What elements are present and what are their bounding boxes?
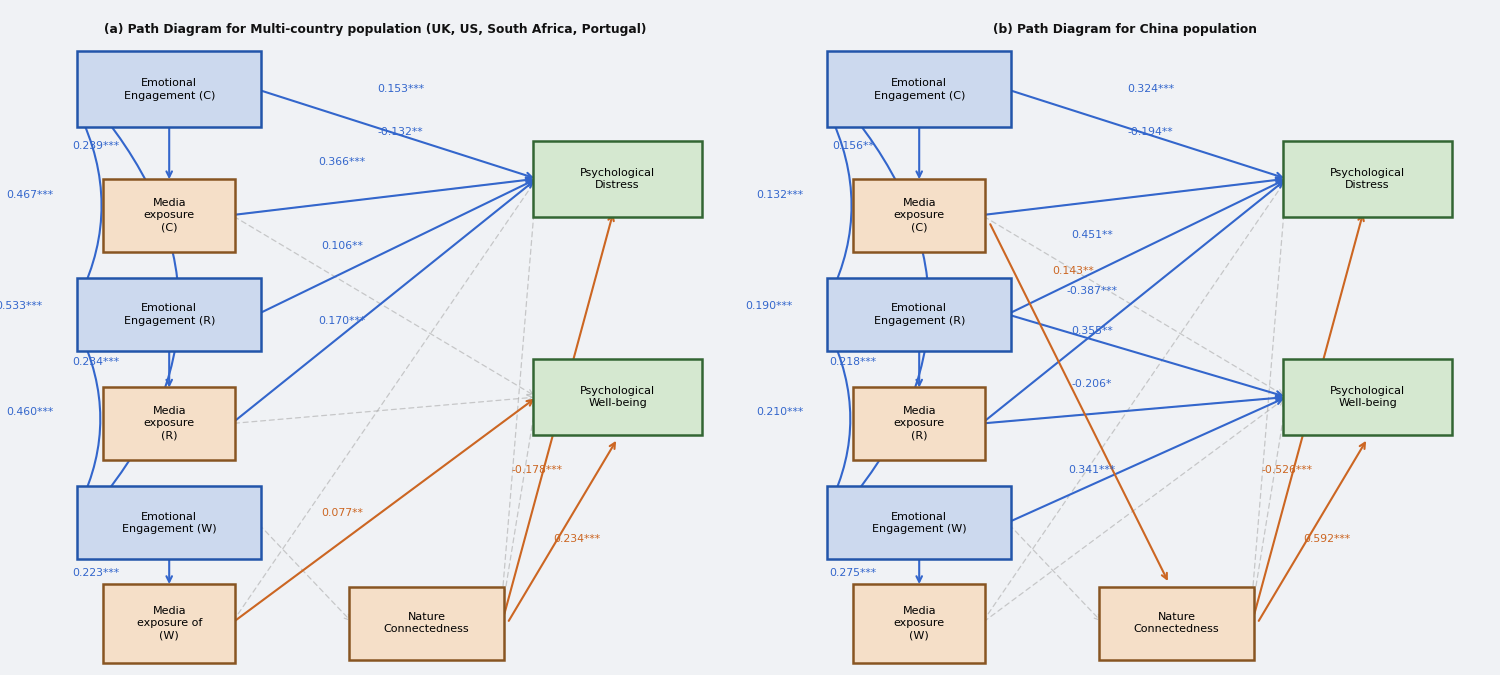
FancyBboxPatch shape	[1100, 587, 1254, 659]
Text: Media
exposure of
(W): Media exposure of (W)	[136, 606, 202, 641]
Text: 0.077**: 0.077**	[321, 508, 363, 518]
Text: Psychological
Well-being: Psychological Well-being	[1330, 386, 1406, 408]
FancyBboxPatch shape	[78, 51, 261, 128]
FancyBboxPatch shape	[853, 584, 986, 663]
Text: -0.206*: -0.206*	[1071, 379, 1112, 389]
Text: 0.210***: 0.210***	[756, 407, 802, 417]
Text: 0.153***: 0.153***	[376, 84, 424, 95]
FancyBboxPatch shape	[104, 584, 236, 663]
Text: -0.526***: -0.526***	[1262, 465, 1312, 475]
Text: Psychological
Well-being: Psychological Well-being	[580, 386, 656, 408]
Text: -0.194**: -0.194**	[1128, 128, 1173, 138]
FancyBboxPatch shape	[532, 140, 702, 217]
Text: Emotional
Engagement (W): Emotional Engagement (W)	[122, 512, 216, 534]
Text: 0.143**: 0.143**	[1053, 267, 1095, 276]
FancyBboxPatch shape	[350, 587, 504, 659]
Text: Psychological
Distress: Psychological Distress	[580, 167, 656, 190]
Text: 0.451**: 0.451**	[1071, 230, 1113, 240]
FancyBboxPatch shape	[78, 487, 261, 559]
FancyBboxPatch shape	[104, 179, 236, 252]
Text: 0.366***: 0.366***	[318, 157, 366, 167]
Text: 0.324***: 0.324***	[1126, 84, 1174, 95]
Text: 0.132***: 0.132***	[756, 190, 802, 200]
Text: 0.234***: 0.234***	[554, 534, 600, 544]
Text: -0.387***: -0.387***	[1066, 286, 1118, 296]
Text: 0.533***: 0.533***	[0, 301, 42, 311]
Text: Media
exposure
(C): Media exposure (C)	[144, 198, 195, 232]
FancyBboxPatch shape	[104, 387, 236, 460]
Text: Emotional
Engagement (C): Emotional Engagement (C)	[873, 78, 964, 101]
Text: Media
exposure
(W): Media exposure (W)	[894, 606, 945, 641]
Text: Media
exposure
(R): Media exposure (R)	[144, 406, 195, 441]
FancyBboxPatch shape	[1282, 359, 1452, 435]
Text: 0.190***: 0.190***	[746, 301, 792, 311]
Text: (a) Path Diagram for Multi-country population (UK, US, South Africa, Portugal): (a) Path Diagram for Multi-country popul…	[104, 24, 646, 36]
Text: -0.132**: -0.132**	[378, 128, 423, 138]
Text: 0.223***: 0.223***	[72, 568, 120, 578]
Text: 0.156**: 0.156**	[833, 140, 874, 151]
Text: (b) Path Diagram for China population: (b) Path Diagram for China population	[993, 24, 1257, 36]
Text: 0.275***: 0.275***	[830, 568, 876, 578]
Text: 0.234***: 0.234***	[72, 357, 120, 367]
Text: Nature
Connectedness: Nature Connectedness	[384, 612, 470, 634]
Text: Psychological
Distress: Psychological Distress	[1330, 167, 1406, 190]
Text: Media
exposure
(R): Media exposure (R)	[894, 406, 945, 441]
FancyBboxPatch shape	[828, 278, 1011, 351]
FancyBboxPatch shape	[853, 387, 986, 460]
FancyBboxPatch shape	[532, 359, 702, 435]
Text: 0.218***: 0.218***	[830, 357, 876, 367]
Text: 0.467***: 0.467***	[6, 190, 53, 200]
Text: 0.106**: 0.106**	[321, 241, 363, 251]
Text: 0.239***: 0.239***	[72, 140, 120, 151]
Text: 0.592***: 0.592***	[1304, 534, 1350, 544]
Text: 0.355**: 0.355**	[1071, 326, 1113, 336]
Text: Media
exposure
(C): Media exposure (C)	[894, 198, 945, 232]
Text: -0.178***: -0.178***	[512, 465, 562, 475]
Text: Emotional
Engagement (C): Emotional Engagement (C)	[123, 78, 214, 101]
Text: 0.170***: 0.170***	[318, 316, 366, 326]
FancyBboxPatch shape	[828, 487, 1011, 559]
Text: Emotional
Engagement (R): Emotional Engagement (R)	[123, 303, 214, 325]
FancyBboxPatch shape	[828, 51, 1011, 128]
FancyBboxPatch shape	[78, 278, 261, 351]
Text: 0.341***: 0.341***	[1068, 465, 1116, 475]
Text: Nature
Connectedness: Nature Connectedness	[1134, 612, 1220, 634]
Text: Emotional
Engagement (W): Emotional Engagement (W)	[871, 512, 966, 534]
FancyBboxPatch shape	[1282, 140, 1452, 217]
FancyBboxPatch shape	[853, 179, 986, 252]
Text: 0.460***: 0.460***	[6, 407, 53, 417]
Text: Emotional
Engagement (R): Emotional Engagement (R)	[873, 303, 964, 325]
